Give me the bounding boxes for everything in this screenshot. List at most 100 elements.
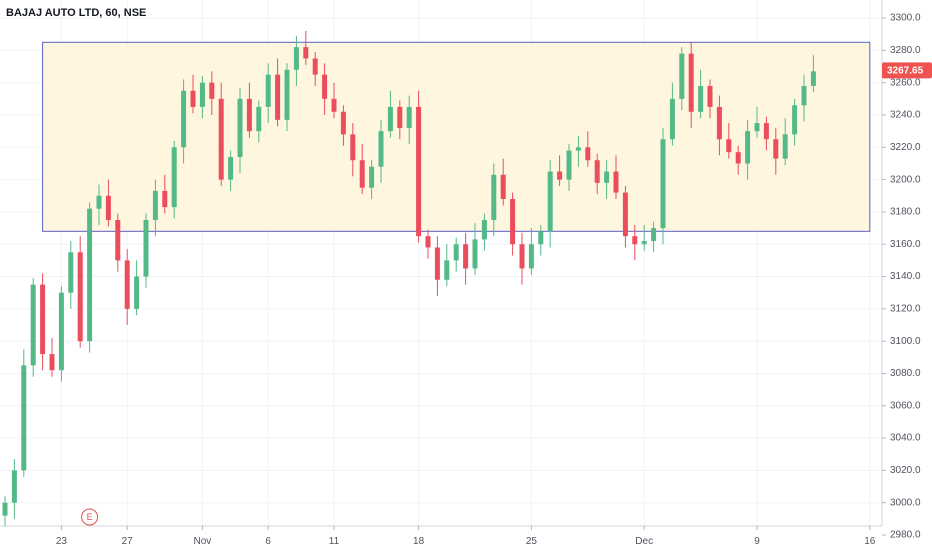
candle[interactable] [303,31,309,65]
candle[interactable] [416,90,422,243]
candle[interactable] [378,119,384,183]
candle[interactable] [21,349,27,477]
candle[interactable] [575,136,581,167]
candle[interactable] [124,249,130,325]
y-tick-label: 3060.0 [890,400,921,411]
candle[interactable] [143,213,149,288]
candle[interactable] [134,260,140,316]
candle[interactable] [237,87,243,174]
candle[interactable] [228,150,234,191]
candle[interactable] [11,459,17,519]
candle[interactable] [218,82,224,187]
candle[interactable] [500,158,506,206]
price-axis[interactable]: 2980.0 3000.0 3020.0 3040.0 3060.0 3080.0 3100… [882,13,921,541]
x-tick-label: 9 [754,536,760,547]
candle[interactable] [773,127,779,175]
candle-body [350,134,356,161]
candle[interactable] [105,179,111,227]
candle[interactable] [340,105,346,146]
candle[interactable] [58,286,64,382]
candle[interactable] [87,202,93,353]
candles[interactable] [2,31,816,527]
candle[interactable] [698,69,704,119]
candle[interactable] [162,174,168,214]
candle[interactable] [463,232,469,285]
candle-body [30,284,36,366]
candle[interactable] [68,241,74,309]
candle[interactable] [331,82,337,119]
candle[interactable] [491,163,497,237]
candle[interactable] [444,244,450,287]
candle[interactable] [585,131,591,167]
candle[interactable] [510,192,516,256]
candle[interactable] [688,42,694,128]
candle[interactable] [528,228,534,275]
candle[interactable] [453,237,459,272]
candle[interactable] [265,63,271,124]
candle[interactable] [604,160,610,199]
candle[interactable] [716,95,722,156]
candle[interactable] [209,71,215,115]
candle[interactable] [387,90,393,138]
candle[interactable] [679,47,685,111]
candle[interactable] [754,106,760,138]
candle[interactable] [275,58,281,127]
earnings-icon[interactable] [81,508,99,526]
candle[interactable] [49,337,55,377]
candle[interactable] [350,123,356,177]
candle[interactable] [519,232,525,285]
candle[interactable] [472,223,478,275]
candle[interactable] [481,213,487,251]
candle[interactable] [256,100,262,143]
candle[interactable] [369,160,375,199]
candle[interactable] [622,186,628,248]
time-axis[interactable]: 23 27 Nov 6 11 18 25 Dec 9 16 [56,526,876,547]
candle[interactable] [406,95,412,145]
candle[interactable] [190,74,196,114]
candle[interactable] [801,74,807,122]
candle[interactable] [538,224,544,256]
candle[interactable] [77,236,83,348]
candle[interactable] [30,278,36,377]
candle[interactable] [782,118,788,166]
candle[interactable] [181,79,187,164]
candle[interactable] [96,184,102,225]
candle[interactable] [660,127,666,245]
candle[interactable] [115,213,121,272]
candle[interactable] [763,116,769,151]
candle[interactable] [434,236,440,296]
candle[interactable] [2,496,8,527]
candle[interactable] [613,155,619,199]
candle[interactable] [594,153,600,195]
candle[interactable] [359,144,365,195]
candle[interactable] [425,229,431,259]
candle[interactable] [284,63,290,132]
candle[interactable] [557,155,563,187]
range-zone[interactable] [42,41,871,232]
candle[interactable] [707,79,713,119]
candle[interactable] [246,82,252,138]
candle[interactable] [651,221,657,253]
candle[interactable] [726,123,732,159]
candle-body [77,252,83,342]
candle[interactable] [669,82,675,146]
candle[interactable] [40,273,46,371]
candle[interactable] [547,160,553,248]
earnings-marker[interactable]: E [81,508,99,526]
candle[interactable] [735,145,741,175]
candle[interactable] [152,179,158,237]
candle[interactable] [641,224,647,251]
candle[interactable] [810,55,816,93]
candle[interactable] [293,35,299,86]
candle[interactable] [632,224,638,261]
y-tick-label: 3160.0 [890,239,921,250]
candle[interactable] [322,63,328,115]
candle[interactable] [397,100,403,140]
candle[interactable] [745,119,751,180]
candle[interactable] [199,76,205,119]
candle[interactable] [566,144,572,191]
candle[interactable] [312,52,318,86]
candle[interactable] [792,98,798,146]
candle[interactable] [171,140,177,219]
